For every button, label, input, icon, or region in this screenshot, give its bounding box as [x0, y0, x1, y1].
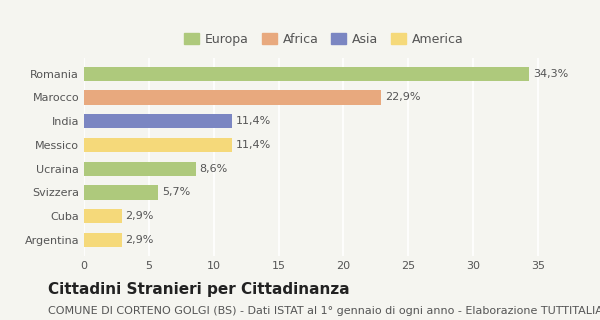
Bar: [84, 209, 122, 223]
Text: 8,6%: 8,6%: [199, 164, 228, 174]
Text: COMUNE DI CORTENO GOLGI (BS) - Dati ISTAT al 1° gennaio di ogni anno - Elaborazi: COMUNE DI CORTENO GOLGI (BS) - Dati ISTA…: [48, 306, 600, 316]
Text: 2,9%: 2,9%: [125, 211, 154, 221]
Bar: [84, 138, 232, 152]
Bar: [84, 185, 158, 199]
Bar: [84, 114, 232, 128]
Bar: [84, 162, 196, 176]
Text: 34,3%: 34,3%: [533, 69, 568, 79]
Bar: [84, 67, 529, 81]
Text: 11,4%: 11,4%: [236, 140, 271, 150]
Bar: [84, 90, 381, 105]
Text: 11,4%: 11,4%: [236, 116, 271, 126]
Text: 2,9%: 2,9%: [125, 235, 154, 245]
Text: 22,9%: 22,9%: [385, 92, 421, 102]
Text: Cittadini Stranieri per Cittadinanza: Cittadini Stranieri per Cittadinanza: [48, 282, 350, 297]
Text: 5,7%: 5,7%: [162, 188, 190, 197]
Bar: [84, 233, 122, 247]
Legend: Europa, Africa, Asia, America: Europa, Africa, Asia, America: [179, 28, 469, 51]
